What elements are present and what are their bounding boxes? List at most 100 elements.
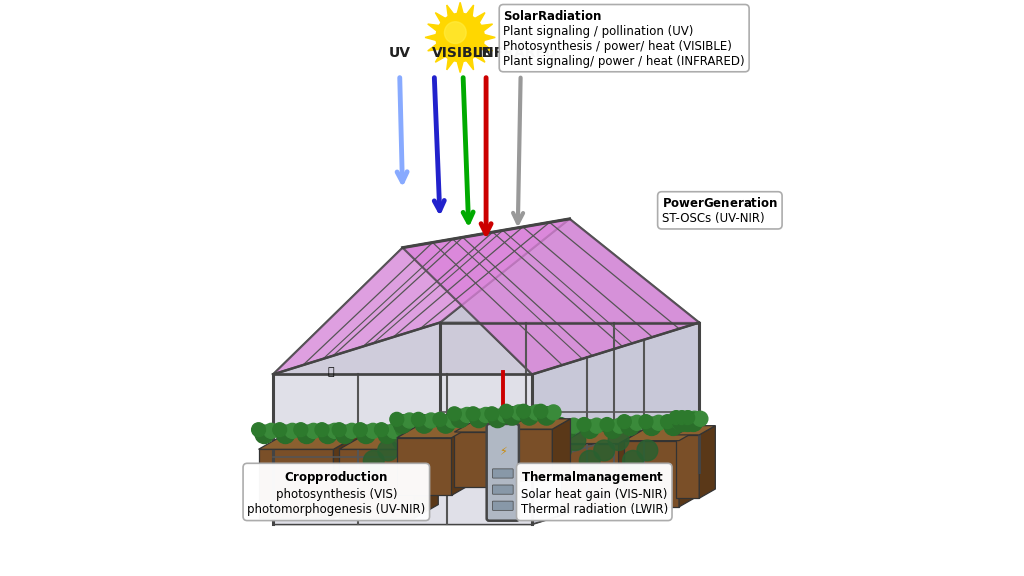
Polygon shape bbox=[334, 435, 357, 518]
Circle shape bbox=[500, 404, 513, 418]
Polygon shape bbox=[452, 426, 472, 495]
Circle shape bbox=[603, 420, 622, 438]
Circle shape bbox=[387, 423, 401, 438]
Circle shape bbox=[436, 415, 455, 433]
Circle shape bbox=[407, 450, 427, 471]
Circle shape bbox=[675, 411, 689, 425]
FancyBboxPatch shape bbox=[493, 501, 513, 510]
Circle shape bbox=[415, 415, 433, 433]
FancyBboxPatch shape bbox=[486, 424, 519, 521]
Circle shape bbox=[336, 425, 354, 444]
Text: 🐝: 🐝 bbox=[328, 366, 334, 377]
Polygon shape bbox=[552, 419, 570, 481]
Circle shape bbox=[424, 413, 438, 428]
Polygon shape bbox=[506, 419, 570, 429]
Circle shape bbox=[546, 405, 561, 420]
Polygon shape bbox=[258, 435, 357, 449]
Polygon shape bbox=[273, 472, 699, 524]
Circle shape bbox=[399, 425, 418, 444]
Polygon shape bbox=[414, 435, 438, 518]
Polygon shape bbox=[506, 429, 552, 481]
Circle shape bbox=[670, 411, 683, 425]
Polygon shape bbox=[676, 426, 716, 435]
Circle shape bbox=[478, 407, 494, 422]
Text: $\bf{Crop production}$
photosynthesis (VIS)
photomorphogenesis (UV-NIR): $\bf{Crop production}$ photosynthesis (V… bbox=[247, 469, 425, 517]
Polygon shape bbox=[455, 432, 504, 487]
Circle shape bbox=[522, 430, 543, 450]
Circle shape bbox=[651, 415, 666, 430]
Circle shape bbox=[557, 420, 575, 438]
Circle shape bbox=[306, 423, 321, 438]
Polygon shape bbox=[625, 428, 701, 441]
Circle shape bbox=[681, 411, 696, 426]
Circle shape bbox=[687, 411, 702, 426]
Circle shape bbox=[450, 450, 471, 471]
Circle shape bbox=[315, 423, 329, 437]
Circle shape bbox=[378, 425, 396, 444]
Polygon shape bbox=[339, 449, 414, 518]
Polygon shape bbox=[258, 449, 334, 518]
Circle shape bbox=[679, 413, 697, 431]
Circle shape bbox=[673, 415, 688, 430]
Circle shape bbox=[673, 413, 691, 431]
Circle shape bbox=[493, 450, 514, 471]
Circle shape bbox=[589, 418, 604, 433]
Polygon shape bbox=[676, 435, 699, 498]
Text: $\bf{Thermal management}$
Solar heat gain (VIS-NIR)
Thermal radiation (LWIR): $\bf{Thermal management}$ Solar heat gai… bbox=[520, 469, 668, 517]
Circle shape bbox=[252, 423, 265, 437]
Circle shape bbox=[402, 413, 417, 428]
Circle shape bbox=[297, 425, 315, 444]
Circle shape bbox=[375, 423, 388, 437]
Circle shape bbox=[612, 418, 627, 433]
Circle shape bbox=[447, 407, 461, 420]
Circle shape bbox=[294, 423, 307, 437]
Polygon shape bbox=[273, 219, 569, 374]
Circle shape bbox=[664, 417, 682, 435]
Circle shape bbox=[528, 405, 544, 420]
Circle shape bbox=[470, 409, 488, 427]
FancyBboxPatch shape bbox=[493, 485, 513, 494]
Circle shape bbox=[639, 415, 653, 429]
Circle shape bbox=[594, 440, 614, 461]
Polygon shape bbox=[618, 431, 641, 510]
Circle shape bbox=[608, 430, 629, 450]
Polygon shape bbox=[396, 438, 452, 495]
Circle shape bbox=[466, 407, 480, 420]
Circle shape bbox=[693, 411, 708, 426]
Text: $\bf{Power Generation}$
ST-OSCs (UV-NIR): $\bf{Power Generation}$ ST-OSCs (UV-NIR) bbox=[662, 196, 778, 225]
Circle shape bbox=[445, 413, 460, 428]
Circle shape bbox=[378, 440, 398, 461]
Polygon shape bbox=[440, 323, 699, 472]
Circle shape bbox=[395, 423, 410, 437]
Polygon shape bbox=[273, 323, 440, 524]
Polygon shape bbox=[504, 421, 522, 487]
Circle shape bbox=[580, 450, 600, 471]
Circle shape bbox=[264, 423, 279, 438]
Circle shape bbox=[630, 415, 644, 430]
Polygon shape bbox=[396, 426, 472, 438]
Circle shape bbox=[565, 430, 586, 450]
Polygon shape bbox=[339, 435, 438, 449]
Polygon shape bbox=[532, 323, 699, 524]
Circle shape bbox=[451, 409, 469, 427]
Circle shape bbox=[433, 412, 446, 426]
Circle shape bbox=[684, 413, 702, 431]
Circle shape bbox=[255, 425, 273, 444]
Circle shape bbox=[538, 407, 556, 425]
Circle shape bbox=[435, 430, 456, 450]
Circle shape bbox=[436, 13, 484, 62]
Polygon shape bbox=[455, 421, 522, 432]
Circle shape bbox=[488, 409, 507, 427]
Circle shape bbox=[537, 450, 557, 471]
Circle shape bbox=[578, 418, 591, 431]
Circle shape bbox=[285, 423, 300, 438]
Circle shape bbox=[503, 407, 521, 425]
Circle shape bbox=[464, 440, 485, 461]
Circle shape bbox=[390, 412, 403, 426]
Circle shape bbox=[408, 423, 423, 438]
Circle shape bbox=[478, 430, 500, 450]
Polygon shape bbox=[679, 428, 701, 507]
Circle shape bbox=[551, 440, 571, 461]
Circle shape bbox=[497, 407, 512, 422]
Circle shape bbox=[621, 417, 639, 435]
